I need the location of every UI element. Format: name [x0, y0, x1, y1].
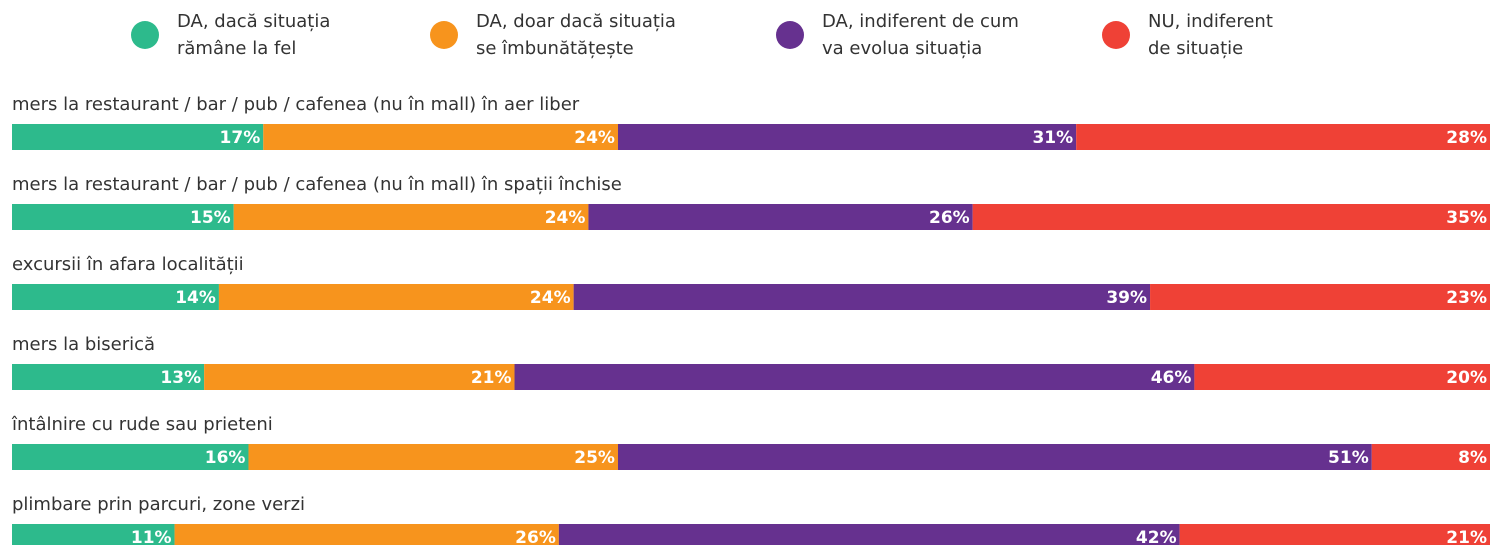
- legend-swatch: [131, 21, 159, 49]
- row-label: mers la biserică: [12, 334, 155, 355]
- value-label: 28%: [1446, 128, 1487, 148]
- value-label: 21%: [1446, 528, 1487, 545]
- legend-swatch: [1102, 21, 1130, 49]
- bar-segment: [588, 204, 973, 230]
- bar-segment: [248, 444, 618, 470]
- legend-swatch: [430, 21, 458, 49]
- bar-segment: [617, 124, 1077, 150]
- legend-item: NU, indiferent de situație: [1102, 8, 1273, 62]
- value-label: 23%: [1446, 288, 1487, 308]
- value-label: 24%: [545, 208, 586, 228]
- value-label: 31%: [1032, 128, 1073, 148]
- row-label: excursii în afara localității: [12, 254, 244, 275]
- value-label: 16%: [205, 448, 246, 468]
- bar-segment: [12, 524, 175, 545]
- value-label: 42%: [1136, 528, 1177, 545]
- value-label: 15%: [190, 208, 231, 228]
- legend-item: DA, doar dacă situația se îmbunătățește: [430, 8, 676, 62]
- bar-segment: [1179, 524, 1490, 545]
- bar-segment: [12, 284, 219, 310]
- legend-item: DA, dacă situația rămâne la fel: [131, 8, 330, 62]
- bar-segment: [972, 204, 1490, 230]
- legend-item: DA, indiferent de cum va evolua situația: [776, 8, 1019, 62]
- value-label: 39%: [1106, 288, 1147, 308]
- bar-segment: [12, 364, 205, 390]
- bar-segment: [1076, 124, 1490, 150]
- value-label: 20%: [1446, 368, 1487, 388]
- legend-label: DA, dacă situația rămâne la fel: [177, 11, 331, 59]
- value-label: 46%: [1151, 368, 1192, 388]
- bar-segment: [263, 124, 618, 150]
- row-label: mers la restaurant / bar / pub / cafenea…: [12, 174, 622, 195]
- bar-segment: [1371, 444, 1490, 470]
- value-label: 25%: [574, 448, 615, 468]
- legend-label: DA, doar dacă situația se îmbunătățește: [476, 11, 676, 59]
- value-label: 26%: [929, 208, 970, 228]
- value-label: 26%: [515, 528, 556, 545]
- bar-segment: [12, 124, 264, 150]
- bar-segment: [12, 204, 234, 230]
- bar-segment: [1150, 284, 1490, 310]
- row-label: mers la restaurant / bar / pub / cafenea…: [12, 94, 580, 115]
- value-label: 14%: [175, 288, 216, 308]
- value-label: 8%: [1458, 448, 1487, 468]
- value-label: 24%: [530, 288, 571, 308]
- bar-segment: [1194, 364, 1490, 390]
- row-label: plimbare prin parcuri, zone verzi: [12, 494, 305, 515]
- bar-segment: [204, 364, 515, 390]
- bar-segment: [558, 524, 1180, 545]
- bar-segment: [174, 524, 559, 545]
- bar-segment: [233, 204, 589, 230]
- row-label: întâlnire cu rude sau prieteni: [11, 414, 273, 435]
- value-label: 51%: [1328, 448, 1369, 468]
- value-label: 24%: [574, 128, 615, 148]
- value-label: 21%: [471, 368, 512, 388]
- value-label: 11%: [131, 528, 172, 545]
- legend-swatch: [776, 21, 804, 49]
- bar-segment: [573, 284, 1151, 310]
- value-label: 13%: [160, 368, 201, 388]
- value-label: 35%: [1446, 208, 1487, 228]
- bar-segment: [514, 364, 1195, 390]
- bar-segment: [218, 284, 574, 310]
- bar-segment: [12, 444, 249, 470]
- legend-label: DA, indiferent de cum va evolua situația: [822, 11, 1019, 59]
- bar-segment: [617, 444, 1372, 470]
- legend-label: NU, indiferent de situație: [1148, 11, 1273, 59]
- value-label: 17%: [220, 128, 261, 148]
